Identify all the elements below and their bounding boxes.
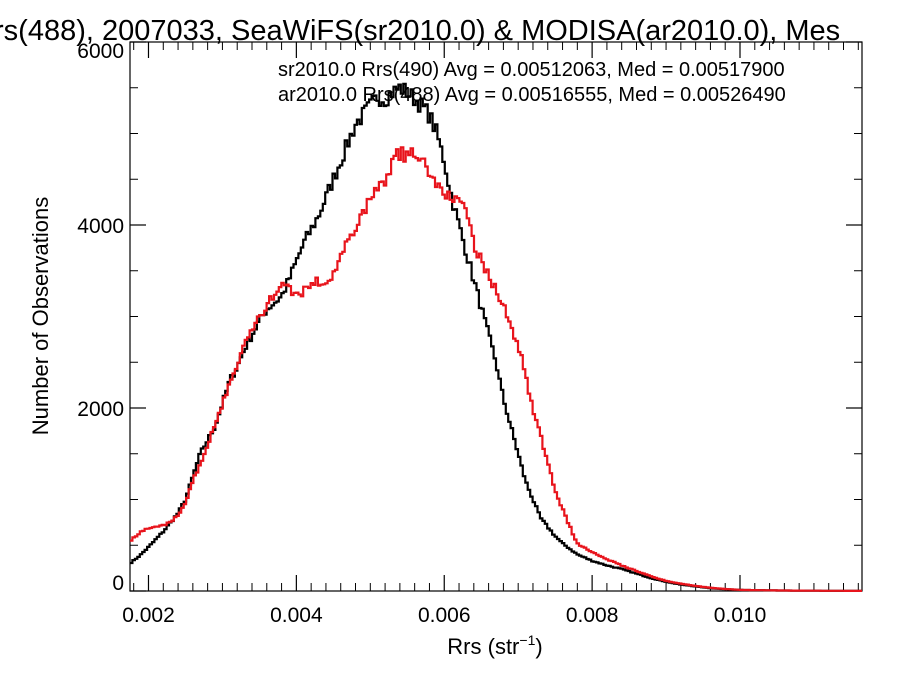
- x-tick-label: 0.002: [122, 604, 175, 627]
- x-tick-label: 0.006: [418, 604, 471, 627]
- y-tick-label: 4000: [77, 215, 124, 238]
- x-axis: 0.002 0.004 0.006 0.008 0.010: [122, 42, 859, 627]
- legend-entry-sr2010: sr2010.0 Rrs(490) Avg = 0.00512063, Med …: [278, 59, 785, 81]
- x-tick-label: 0.008: [566, 604, 619, 627]
- series-layer: [130, 82, 862, 592]
- x-tick-label: 0.010: [714, 604, 767, 627]
- plot-frame: [129, 41, 863, 592]
- series-line-0: [130, 82, 862, 592]
- legend: sr2010.0 Rrs(490) Avg = 0.00512063, Med …: [278, 59, 786, 106]
- y-axis-label: Number of Observations: [28, 197, 53, 435]
- plot-area: [129, 41, 863, 592]
- y-tick-label: 0: [112, 572, 124, 595]
- legend-entry-ar2010: ar2010.0 Rrs(488) Avg = 0.00516555, Med …: [278, 84, 786, 106]
- x-axis-label: Rrs (str−1): [447, 632, 542, 659]
- x-tick-label: 0.004: [270, 604, 323, 627]
- y-tick-label: 6000: [77, 40, 124, 63]
- x-axis-label-main: Rrs (str: [447, 634, 519, 659]
- y-axis: 0 2000 4000 6000: [77, 40, 862, 595]
- x-axis-label-superscript: −1: [519, 632, 535, 648]
- y-tick-label: 2000: [77, 398, 124, 421]
- series-line-1: [130, 146, 862, 592]
- x-axis-label-close: ): [535, 634, 542, 659]
